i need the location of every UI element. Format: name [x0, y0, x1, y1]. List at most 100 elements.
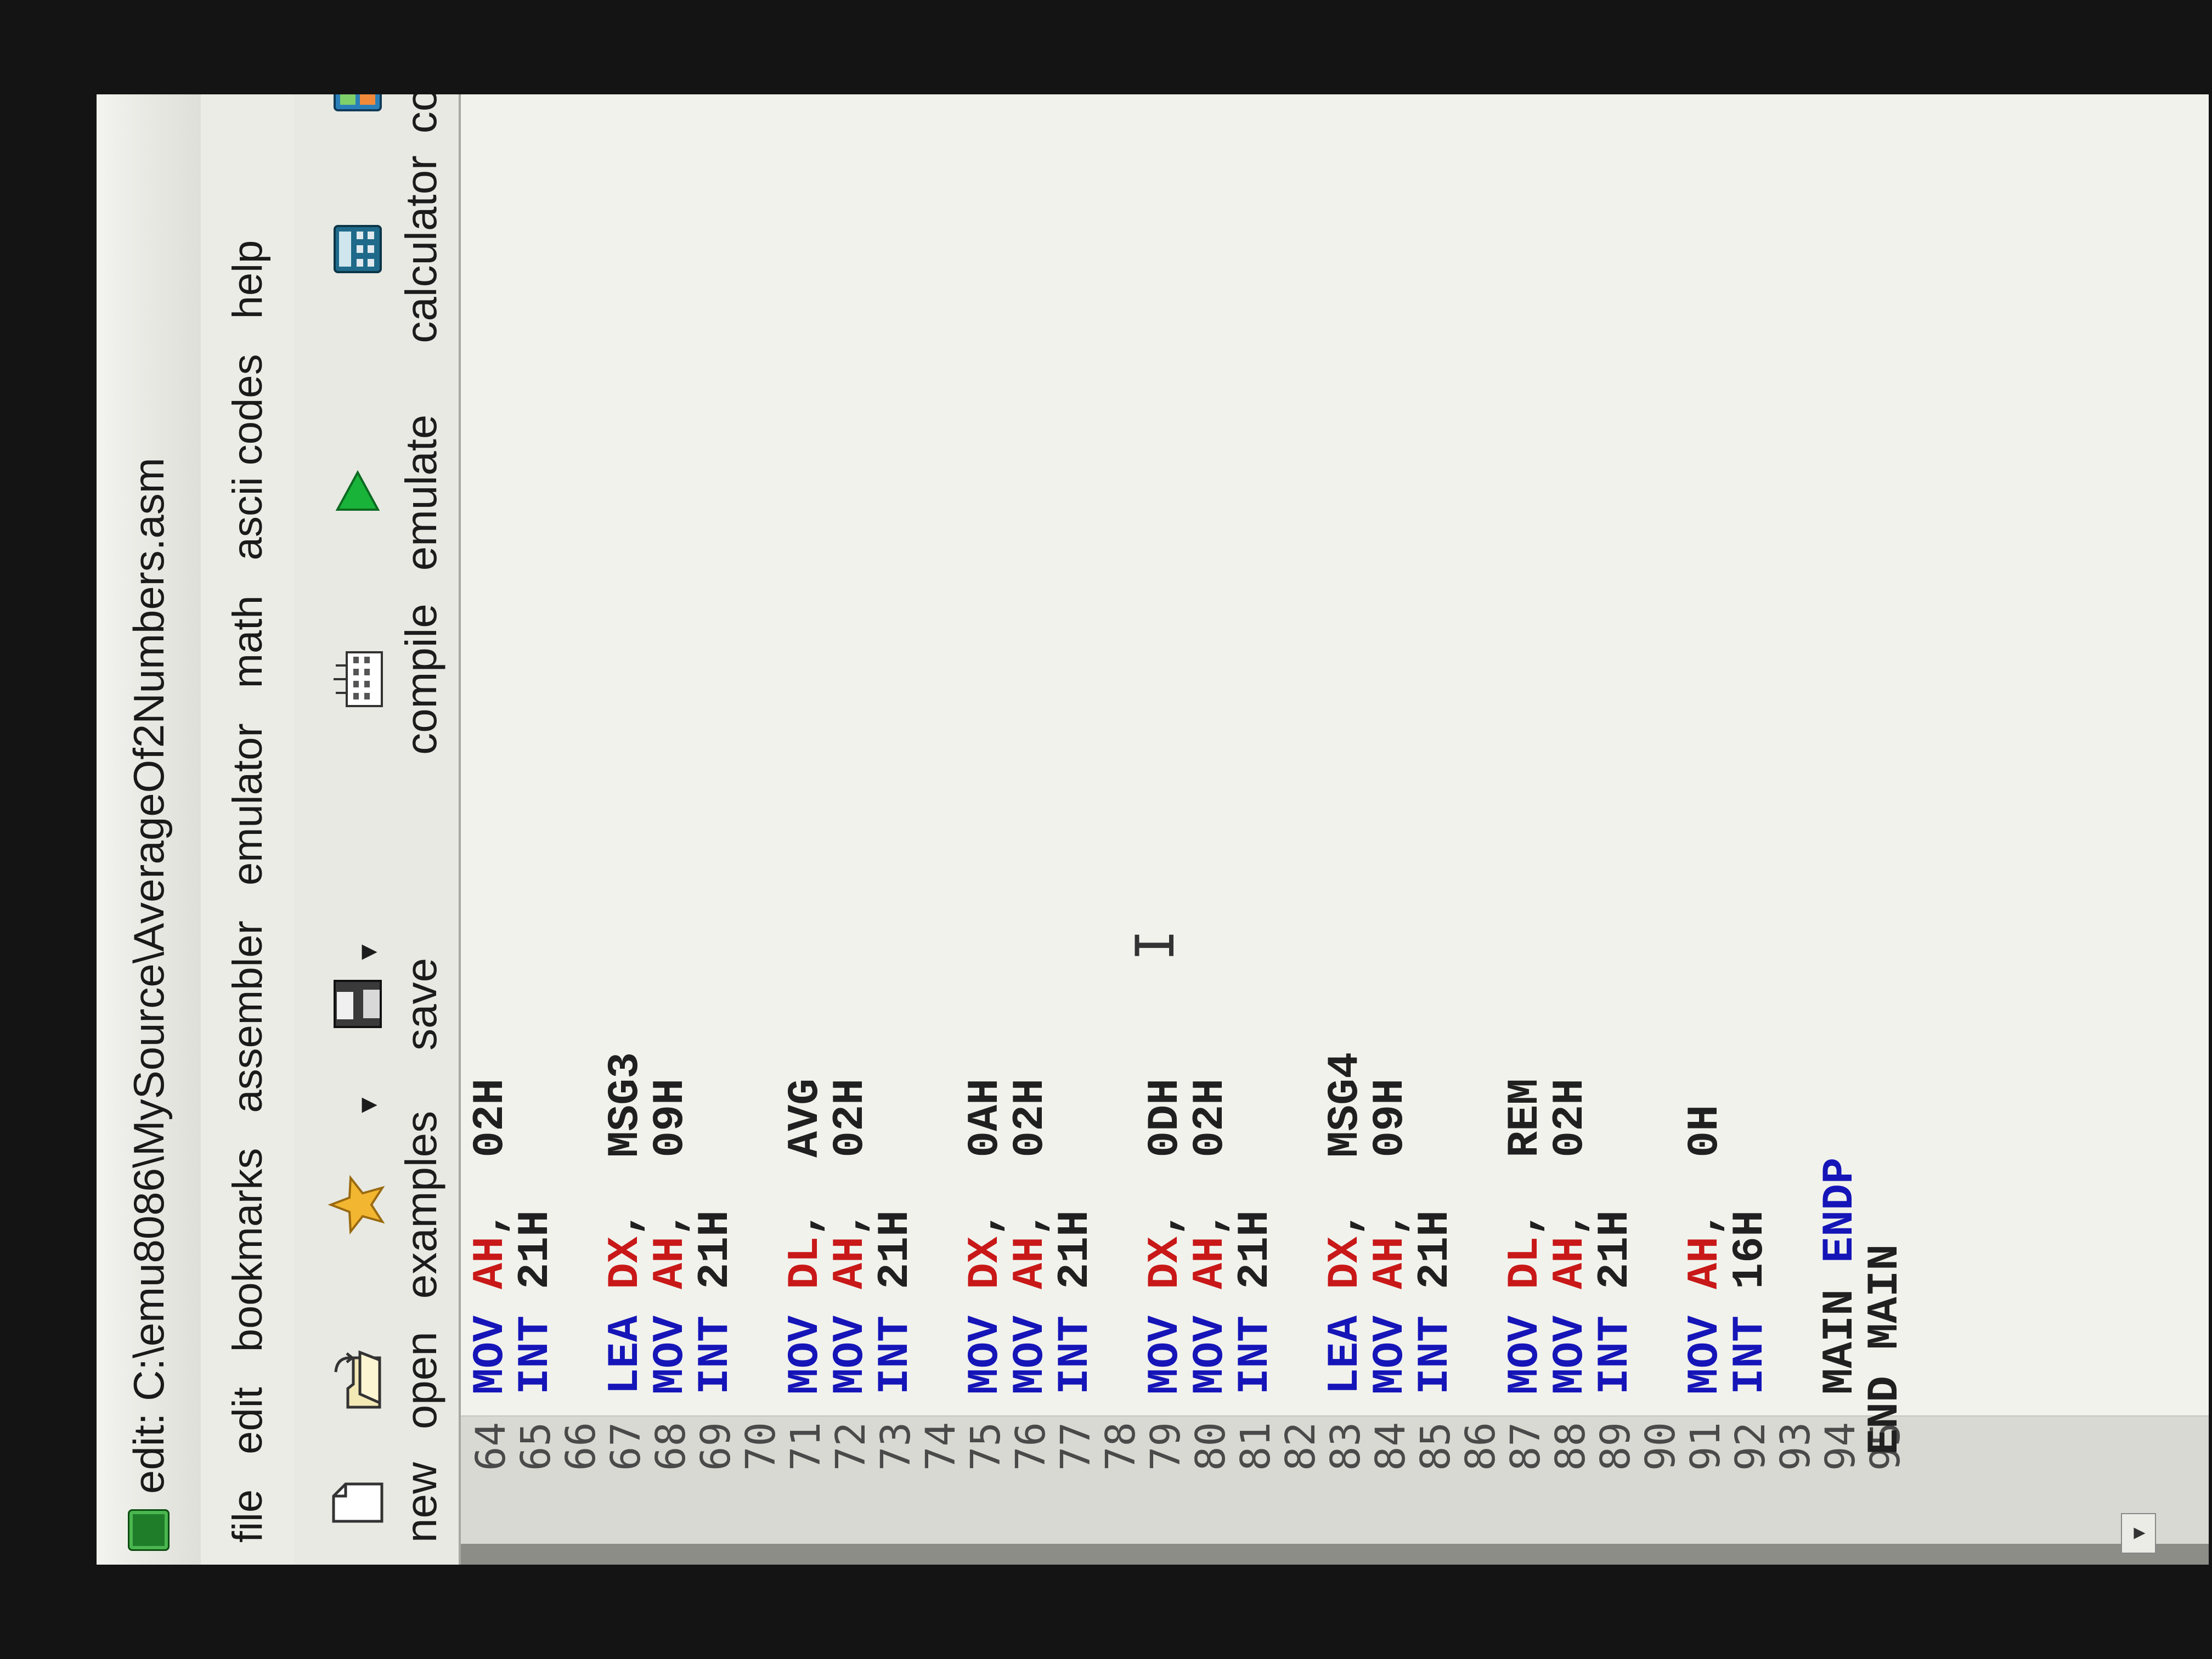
new-label: new	[397, 1462, 445, 1543]
instruction-operand: 21H	[871, 1210, 921, 1289]
compile-button[interactable]: compile	[305, 603, 459, 755]
instruction-operand: 21H	[1051, 1210, 1101, 1289]
instruction-separator: ,	[466, 1183, 516, 1237]
instruction-opcode: INT	[1725, 1315, 1775, 1395]
menu-bar: file edit bookmarks assembler emulator m…	[201, 94, 294, 1565]
code-line: LEA DX, MSG4	[1321, 1052, 1370, 1395]
instruction-separator: ,	[1365, 1183, 1415, 1237]
code-line: MOV DL, REM	[1500, 1078, 1550, 1395]
end-keyword: END	[1860, 1375, 1910, 1455]
calculator-icon	[325, 223, 391, 275]
calculator-label: calculator	[397, 155, 445, 343]
instruction-operand: 21H	[691, 1210, 741, 1289]
line-number: 92	[1727, 1422, 1774, 1471]
save-button[interactable]: save ▼	[305, 939, 459, 1051]
scroll-down-button[interactable]: ▼	[2121, 1513, 2156, 1554]
new-file-icon	[325, 1481, 391, 1525]
instruction-separator: ,	[1006, 1183, 1056, 1237]
menu-bookmarks[interactable]: bookmarks	[224, 1148, 271, 1352]
menu-emulator[interactable]: emulator	[224, 723, 271, 886]
instruction-opcode: MOV	[1680, 1315, 1730, 1395]
instruction-register: AH	[466, 1236, 516, 1289]
examples-button[interactable]: examples ▼	[305, 1092, 459, 1299]
line-number: 67	[602, 1422, 650, 1471]
compile-label: compile	[397, 603, 445, 755]
instruction-opcode: INT	[511, 1315, 561, 1395]
menu-edit[interactable]: edit	[224, 1387, 271, 1454]
emulate-label: emulate	[397, 414, 445, 571]
code-editor[interactable]: 64 65 66 67 68 69 70 71 72 73 74 75 76 77 78 79 80 81 82 83…	[461, 94, 2209, 1565]
instruction-separator: ,	[1141, 1183, 1190, 1237]
line-number: 71	[782, 1422, 830, 1471]
compile-icon	[325, 649, 391, 709]
line-number: 87	[1502, 1422, 1549, 1471]
instruction-operand: REM	[1500, 1078, 1550, 1158]
line-number: 70	[737, 1422, 785, 1471]
title-bar: edit: C:\emu8086\MySource\AverageOf2Numb…	[97, 94, 201, 1565]
emu8086-app-icon	[128, 1509, 170, 1551]
convertor-label: conv	[396, 94, 447, 133]
calculator-button[interactable]: calculator	[305, 155, 459, 343]
instruction-register: DX	[961, 1236, 1011, 1289]
menu-math[interactable]: math	[224, 595, 271, 689]
line-number: 77	[1052, 1422, 1099, 1471]
examples-dropdown-arrow-icon[interactable]: ▼	[354, 1092, 383, 1119]
code-line: MOV AH, 02H	[1006, 1079, 1056, 1395]
menu-help[interactable]: help	[224, 240, 271, 319]
instruction-separator: ,	[781, 1183, 831, 1237]
code-line: LEA DX, MSG3	[601, 1052, 651, 1395]
instruction-register: AH	[1186, 1236, 1235, 1289]
instruction-opcode: INT	[1590, 1315, 1640, 1395]
menu-ascii-codes[interactable]: ascii codes	[224, 354, 271, 561]
instruction-register: AH	[826, 1236, 876, 1289]
instruction-opcode: MOV	[826, 1315, 876, 1395]
line-number: 66	[557, 1422, 605, 1471]
instruction-opcode: MOV	[1500, 1315, 1550, 1395]
endp-keyword: ENDP	[1815, 1157, 1865, 1263]
instruction-opcode: MOV	[1186, 1315, 1235, 1395]
code-line: MOV AH, 09H	[1365, 1078, 1415, 1395]
convertor-button[interactable]: conv	[305, 94, 459, 133]
examples-label: examples	[397, 1110, 445, 1299]
line-number: 81	[1232, 1422, 1279, 1471]
open-button[interactable]: open	[305, 1331, 459, 1429]
line-number: 89	[1592, 1422, 1639, 1471]
code-line: INT 21H	[1410, 1210, 1460, 1395]
code-line: MOV DX, 0AH	[961, 1079, 1011, 1395]
save-label: save	[397, 957, 445, 1051]
line-number: 86	[1457, 1422, 1504, 1471]
code-line: MOV AH, 0H	[1680, 1105, 1730, 1395]
star-icon	[325, 1175, 391, 1235]
instruction-operand: 21H	[1410, 1210, 1460, 1289]
line-number: 75	[962, 1422, 1009, 1471]
instruction-register: DL	[781, 1236, 831, 1289]
line-number-gutter: 64 65 66 67 68 69 70 71 72 73 74 75 76 77 78 79 80 81 82 83…	[461, 1415, 2209, 1565]
procedure-name: MAIN	[1815, 1289, 1865, 1395]
emulate-button[interactable]: emulate	[305, 415, 459, 571]
line-number: 88	[1547, 1422, 1594, 1471]
code-line: INT 16H	[1725, 1210, 1775, 1395]
instruction-operand: 09H	[646, 1078, 696, 1158]
line-number: 90	[1637, 1422, 1684, 1471]
instruction-register: AH	[1365, 1236, 1415, 1289]
line-number: 64	[467, 1422, 515, 1471]
line-number: 85	[1412, 1422, 1459, 1471]
instruction-operand: MSG4	[1321, 1052, 1370, 1158]
instruction-opcode: MOV	[1141, 1315, 1190, 1395]
instruction-opcode: MOV	[466, 1315, 516, 1395]
line-number: 94	[1817, 1422, 1864, 1471]
menu-assembler[interactable]: assembler	[224, 921, 271, 1113]
menu-file[interactable]: file	[224, 1489, 271, 1543]
instruction-separator: ,	[601, 1183, 651, 1237]
instruction-operand: 09H	[1365, 1078, 1415, 1158]
code-line: INT 21H	[1231, 1210, 1280, 1395]
instruction-opcode: MOV	[1545, 1315, 1595, 1395]
code-line: INT 21H	[871, 1210, 921, 1395]
save-dropdown-arrow-icon[interactable]: ▼	[354, 939, 383, 966]
instruction-separator: ,	[1545, 1183, 1595, 1237]
new-button[interactable]: new	[305, 1462, 459, 1543]
open-folder-icon	[325, 1350, 391, 1410]
instruction-register: AH	[1545, 1236, 1595, 1289]
instruction-operand: 02H	[1545, 1078, 1595, 1158]
instruction-opcode: INT	[871, 1315, 921, 1395]
